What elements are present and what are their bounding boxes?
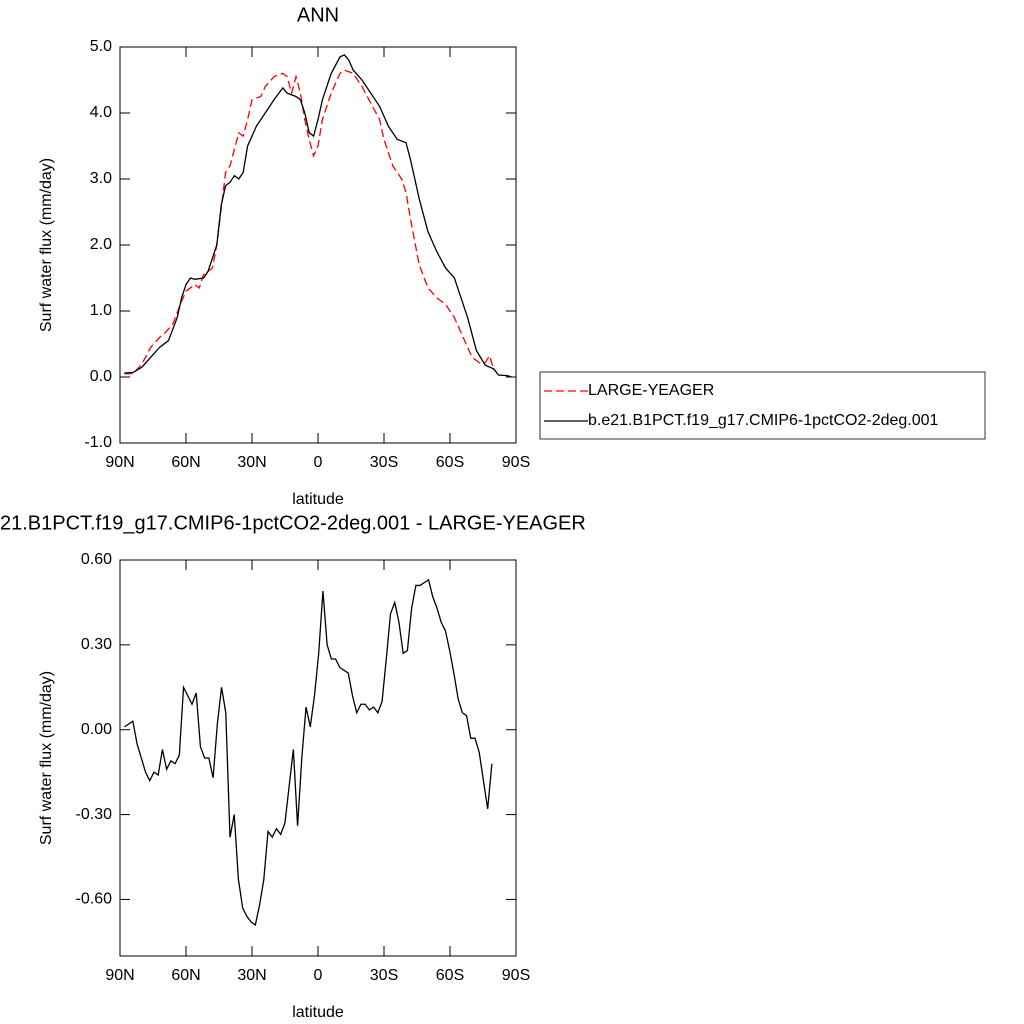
x-tick-label: 60S (436, 454, 464, 471)
x-tick-label: 30N (237, 967, 266, 984)
legend-label: LARGE-YEAGER (588, 382, 714, 399)
y-tick-label: -0.60 (76, 891, 113, 908)
y-tick-label: 2.0 (90, 236, 112, 253)
y-axis-label: Surf water flux (mm/day) (38, 671, 55, 845)
y-axis-label: Surf water flux (mm/day) (38, 158, 55, 332)
y-tick-label: -0.30 (76, 806, 113, 823)
legend-box (539, 371, 986, 440)
plot-frame (119, 559, 517, 957)
y-tick-label: 0.60 (81, 551, 112, 568)
y-tick-label: 3.0 (90, 170, 112, 187)
legend-label: b.e21.B1PCT.f19_g17.CMIP6-1pctCO2-2deg.0… (588, 412, 939, 429)
x-tick-label: 0 (314, 967, 323, 984)
x-tick-label: 60S (436, 967, 464, 984)
x-tick-label: 90N (105, 967, 134, 984)
y-tick-label: 1.0 (90, 302, 112, 319)
x-tick-label: 30S (370, 454, 398, 471)
x-tick-label: 60N (171, 454, 200, 471)
chart-title: 21.B1PCT.f19_g17.CMIP6-1pctCO2-2deg.001 … (0, 512, 586, 534)
x-tick-label: 30N (237, 454, 266, 471)
y-tick-label: 5.0 (90, 38, 112, 55)
legend: LARGE-YEAGER b.e21.B1PCT.f19_g17.CMIP6-1p… (539, 371, 986, 440)
y-tick-label: 0.0 (90, 368, 112, 385)
y-tick-label: -1.0 (84, 434, 112, 451)
data-line (124, 578, 493, 926)
x-tick-label: 90N (105, 454, 134, 471)
data-line (124, 54, 512, 378)
plot-frame (119, 46, 517, 444)
x-tick-label: 0 (314, 454, 323, 471)
x-tick-label: 90S (502, 454, 530, 471)
y-tick-label: 0.30 (81, 636, 112, 653)
y-tick-label: 0.00 (81, 721, 112, 738)
x-axis-label: latitude (292, 491, 344, 508)
x-tick-label: 30S (370, 967, 398, 984)
x-tick-label: 60N (171, 967, 200, 984)
y-tick-label: 4.0 (90, 104, 112, 121)
data-line (124, 69, 495, 375)
x-tick-label: 90S (502, 967, 530, 984)
x-axis-label: latitude (292, 1004, 344, 1021)
chart-title: ANN (297, 4, 339, 26)
